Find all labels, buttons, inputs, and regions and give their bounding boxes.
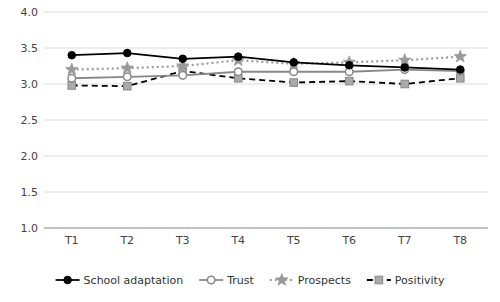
x-tick-label: T8 bbox=[452, 234, 467, 247]
y-axis: 1.0 1.5 2.0 2.5 3.0 3.5 4.0 bbox=[21, 6, 489, 235]
legend-item: Trust bbox=[199, 274, 254, 287]
x-tick-label: T4 bbox=[230, 234, 245, 247]
marker bbox=[234, 53, 242, 61]
legend-label: Positivity bbox=[395, 274, 445, 287]
plot-area bbox=[66, 49, 467, 90]
marker bbox=[290, 68, 298, 76]
x-tick-label: T3 bbox=[175, 234, 190, 247]
marker bbox=[290, 79, 298, 87]
legend: School adaptation Trust Prospects Positivit… bbox=[56, 274, 445, 288]
x-tick-label: T5 bbox=[286, 234, 301, 247]
legend-label: Trust bbox=[226, 274, 254, 287]
legend-item: School adaptation bbox=[56, 274, 184, 287]
grid-line bbox=[44, 84, 488, 85]
legend-item: Prospects bbox=[270, 274, 351, 288]
grid-line bbox=[44, 192, 488, 193]
marker bbox=[123, 49, 131, 57]
marker bbox=[401, 64, 409, 72]
grid-line bbox=[44, 12, 488, 13]
y-tick-label: 1.0 bbox=[21, 222, 39, 235]
legend-label: Prospects bbox=[298, 274, 351, 287]
series bbox=[68, 49, 464, 73]
y-tick-label: 3.0 bbox=[21, 78, 39, 91]
marker bbox=[454, 50, 466, 62]
marker bbox=[121, 62, 133, 74]
marker bbox=[401, 80, 409, 88]
grid-line bbox=[44, 120, 488, 121]
marker bbox=[68, 74, 76, 82]
x-tick-label: T1 bbox=[64, 234, 79, 247]
y-tick-label: 4.0 bbox=[21, 6, 39, 19]
legend-marker bbox=[64, 276, 72, 284]
marker bbox=[232, 54, 244, 66]
marker bbox=[456, 66, 464, 74]
marker bbox=[234, 68, 242, 76]
x-axis: T1 T2 T3 T4 T5 T6 T7 T8 bbox=[64, 234, 467, 247]
legend-marker bbox=[375, 276, 383, 284]
marker bbox=[179, 72, 187, 80]
y-tick-label: 1.5 bbox=[21, 186, 39, 199]
x-tick-label: T2 bbox=[119, 234, 134, 247]
chart: 1.0 1.5 2.0 2.5 3.0 3.5 4.0 T1 T2 T3 T4 T5 T6 T7 T8 Sch… bbox=[0, 0, 500, 302]
legend-marker bbox=[276, 274, 288, 286]
legend-marker bbox=[207, 276, 215, 284]
marker bbox=[290, 59, 298, 67]
marker bbox=[345, 61, 353, 69]
marker bbox=[68, 51, 76, 59]
marker bbox=[123, 73, 131, 81]
x-tick-label: T6 bbox=[341, 234, 356, 247]
marker bbox=[179, 55, 187, 63]
grid-line bbox=[44, 228, 488, 229]
y-tick-label: 2.5 bbox=[21, 114, 39, 127]
x-tick-label: T7 bbox=[397, 234, 412, 247]
marker bbox=[66, 63, 78, 75]
grid-line bbox=[44, 156, 488, 157]
grid-line bbox=[44, 48, 488, 49]
y-tick-label: 3.5 bbox=[21, 42, 39, 55]
x-axis-line bbox=[44, 228, 488, 229]
marker bbox=[123, 82, 131, 90]
marker bbox=[345, 77, 353, 85]
y-tick-label: 2.0 bbox=[21, 150, 39, 163]
legend-label: School adaptation bbox=[84, 274, 184, 287]
legend-item: Positivity bbox=[367, 274, 445, 287]
